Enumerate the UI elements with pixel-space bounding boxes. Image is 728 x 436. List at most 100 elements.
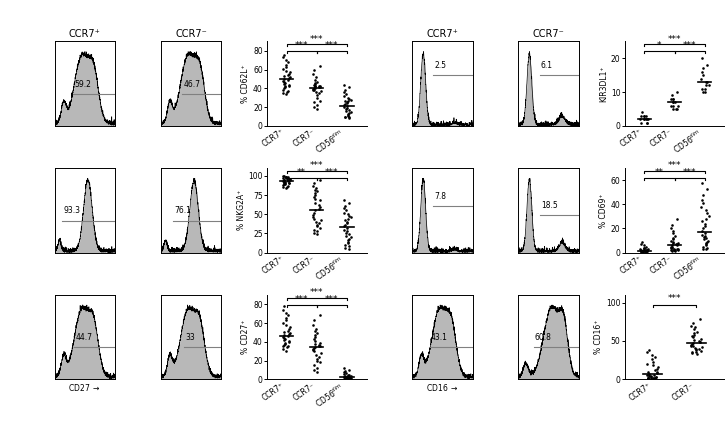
Point	[667, 99, 678, 106]
Point	[282, 72, 294, 78]
Point	[309, 85, 320, 92]
Point	[313, 201, 325, 208]
Point	[313, 343, 325, 350]
Point	[642, 245, 654, 252]
Point	[342, 110, 354, 117]
Point	[309, 87, 320, 94]
Point	[636, 248, 647, 255]
Point	[693, 345, 705, 352]
Point	[282, 179, 294, 186]
Point	[343, 374, 355, 381]
Point	[638, 244, 650, 251]
Point	[309, 189, 321, 196]
Point	[314, 339, 326, 346]
Point	[342, 375, 354, 382]
Point	[687, 320, 698, 327]
Point	[686, 348, 697, 355]
Point	[695, 335, 707, 342]
Point	[311, 330, 323, 337]
Point	[309, 180, 320, 187]
Point	[642, 374, 654, 381]
Point	[673, 245, 684, 252]
Text: 6.1: 6.1	[541, 61, 553, 70]
Point	[338, 92, 349, 99]
Point	[344, 95, 355, 102]
Point	[643, 374, 654, 381]
Point	[282, 343, 294, 350]
Point	[314, 312, 325, 319]
Text: 44.7: 44.7	[75, 333, 92, 342]
Point	[641, 116, 653, 123]
Point	[344, 109, 355, 116]
Text: 43.1: 43.1	[430, 333, 447, 342]
Point	[668, 247, 680, 254]
Point	[696, 344, 708, 351]
Point	[671, 89, 683, 95]
Point	[339, 98, 351, 105]
Point	[311, 364, 323, 371]
Text: 18.5: 18.5	[541, 201, 558, 210]
Point	[283, 338, 295, 345]
Point	[651, 370, 662, 377]
Point	[635, 245, 646, 252]
Text: 33: 33	[185, 333, 195, 342]
Point	[309, 195, 320, 202]
Point	[697, 243, 709, 250]
Text: ***: ***	[295, 295, 309, 304]
Point	[342, 375, 354, 382]
Y-axis label: % CD27⁺: % CD27⁺	[241, 320, 250, 354]
Point	[278, 337, 290, 344]
Point	[314, 82, 326, 89]
Point	[686, 333, 697, 340]
Point	[644, 371, 655, 378]
Point	[307, 211, 319, 218]
Point	[636, 248, 647, 255]
Point	[635, 116, 646, 123]
Point	[338, 209, 349, 216]
Point	[339, 101, 351, 108]
Point	[313, 83, 325, 90]
Point	[313, 84, 325, 91]
Point	[343, 366, 355, 373]
X-axis label: CD27 $\rightarrow$: CD27 $\rightarrow$	[68, 382, 101, 393]
Point	[339, 223, 350, 230]
Point	[277, 329, 289, 336]
Point	[669, 247, 681, 254]
Point	[277, 172, 288, 179]
Point	[670, 241, 682, 248]
Point	[308, 226, 320, 233]
Point	[314, 203, 325, 210]
Y-axis label: % CD62L⁺: % CD62L⁺	[241, 65, 250, 103]
Point	[309, 344, 320, 351]
Point	[284, 323, 296, 330]
Point	[696, 231, 708, 238]
Point	[309, 209, 320, 216]
Point	[309, 186, 321, 193]
Point	[282, 89, 293, 95]
Point	[308, 193, 320, 200]
Point	[338, 364, 349, 371]
Point	[281, 63, 293, 70]
Point	[668, 95, 679, 102]
Point	[343, 245, 355, 252]
Point	[672, 247, 684, 254]
Point	[695, 316, 706, 323]
Point	[343, 375, 355, 382]
Point	[666, 242, 678, 249]
Title: CCR7⁺: CCR7⁺	[69, 29, 100, 39]
Point	[307, 346, 319, 353]
Point	[641, 361, 653, 368]
Point	[278, 75, 290, 82]
Point	[342, 215, 354, 222]
Point	[665, 102, 677, 109]
Point	[309, 80, 321, 87]
Point	[687, 350, 698, 357]
Point	[309, 66, 320, 73]
Point	[280, 174, 292, 181]
Point	[284, 176, 296, 183]
Point	[344, 375, 355, 382]
Point	[696, 179, 708, 186]
Point	[696, 203, 708, 210]
Point	[342, 112, 354, 119]
Point	[638, 112, 649, 119]
